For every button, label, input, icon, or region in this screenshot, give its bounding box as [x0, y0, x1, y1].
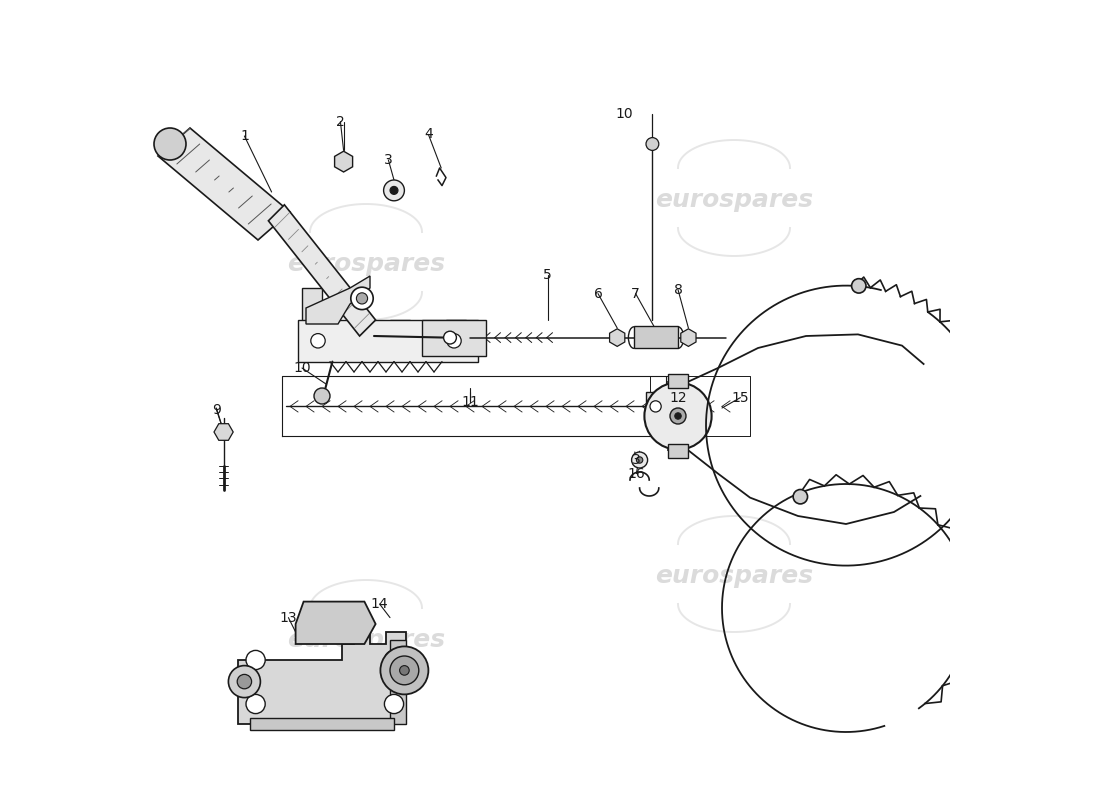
Circle shape: [447, 334, 461, 348]
Polygon shape: [302, 324, 462, 356]
Circle shape: [674, 413, 681, 419]
Circle shape: [650, 401, 661, 412]
Circle shape: [381, 646, 428, 694]
Polygon shape: [214, 424, 233, 440]
Polygon shape: [422, 320, 486, 356]
Text: 3: 3: [632, 453, 641, 467]
Text: 14: 14: [371, 597, 388, 611]
Polygon shape: [669, 374, 689, 388]
Polygon shape: [669, 444, 689, 458]
Polygon shape: [268, 205, 375, 336]
Text: 12: 12: [669, 390, 686, 405]
Polygon shape: [306, 276, 370, 324]
Circle shape: [443, 331, 456, 344]
Circle shape: [384, 694, 404, 714]
Text: eurospares: eurospares: [287, 252, 446, 276]
Text: 13: 13: [279, 610, 297, 625]
Circle shape: [356, 293, 367, 304]
Text: eurospares: eurospares: [654, 188, 813, 212]
Text: 2: 2: [336, 114, 344, 129]
Circle shape: [384, 180, 405, 201]
Text: 16: 16: [627, 466, 646, 481]
Circle shape: [645, 382, 712, 450]
Text: 3: 3: [384, 153, 393, 167]
Circle shape: [246, 694, 265, 714]
Circle shape: [399, 666, 409, 675]
Text: 5: 5: [543, 268, 552, 282]
Text: 7: 7: [631, 286, 640, 301]
Circle shape: [670, 408, 686, 424]
Text: 8: 8: [673, 282, 682, 297]
Text: 10: 10: [294, 361, 311, 375]
Polygon shape: [158, 128, 290, 240]
Circle shape: [793, 490, 807, 504]
Circle shape: [390, 186, 398, 194]
Circle shape: [637, 457, 642, 463]
Polygon shape: [646, 392, 662, 414]
Polygon shape: [250, 718, 394, 730]
Polygon shape: [681, 329, 696, 346]
Text: 11: 11: [461, 395, 478, 410]
Text: 10: 10: [616, 106, 634, 121]
Text: 1: 1: [240, 129, 249, 143]
Polygon shape: [298, 320, 478, 362]
Polygon shape: [334, 151, 353, 172]
Text: 6: 6: [594, 286, 603, 301]
Circle shape: [851, 278, 866, 293]
Text: 15: 15: [732, 390, 749, 405]
Text: 9: 9: [212, 402, 221, 417]
Circle shape: [390, 656, 419, 685]
Circle shape: [246, 650, 265, 670]
Polygon shape: [634, 326, 678, 348]
Text: 4: 4: [424, 127, 432, 142]
Circle shape: [311, 334, 326, 348]
Circle shape: [154, 128, 186, 160]
Polygon shape: [390, 640, 406, 724]
Circle shape: [229, 666, 261, 698]
Circle shape: [384, 650, 404, 670]
Polygon shape: [302, 320, 466, 352]
Circle shape: [646, 138, 659, 150]
Circle shape: [238, 674, 252, 689]
Polygon shape: [238, 632, 406, 724]
Text: eurospares: eurospares: [287, 628, 446, 652]
Polygon shape: [296, 602, 375, 644]
Polygon shape: [302, 288, 322, 356]
Text: eurospares: eurospares: [654, 564, 813, 588]
Circle shape: [351, 287, 373, 310]
Circle shape: [314, 388, 330, 404]
Circle shape: [631, 452, 648, 468]
Polygon shape: [609, 329, 625, 346]
